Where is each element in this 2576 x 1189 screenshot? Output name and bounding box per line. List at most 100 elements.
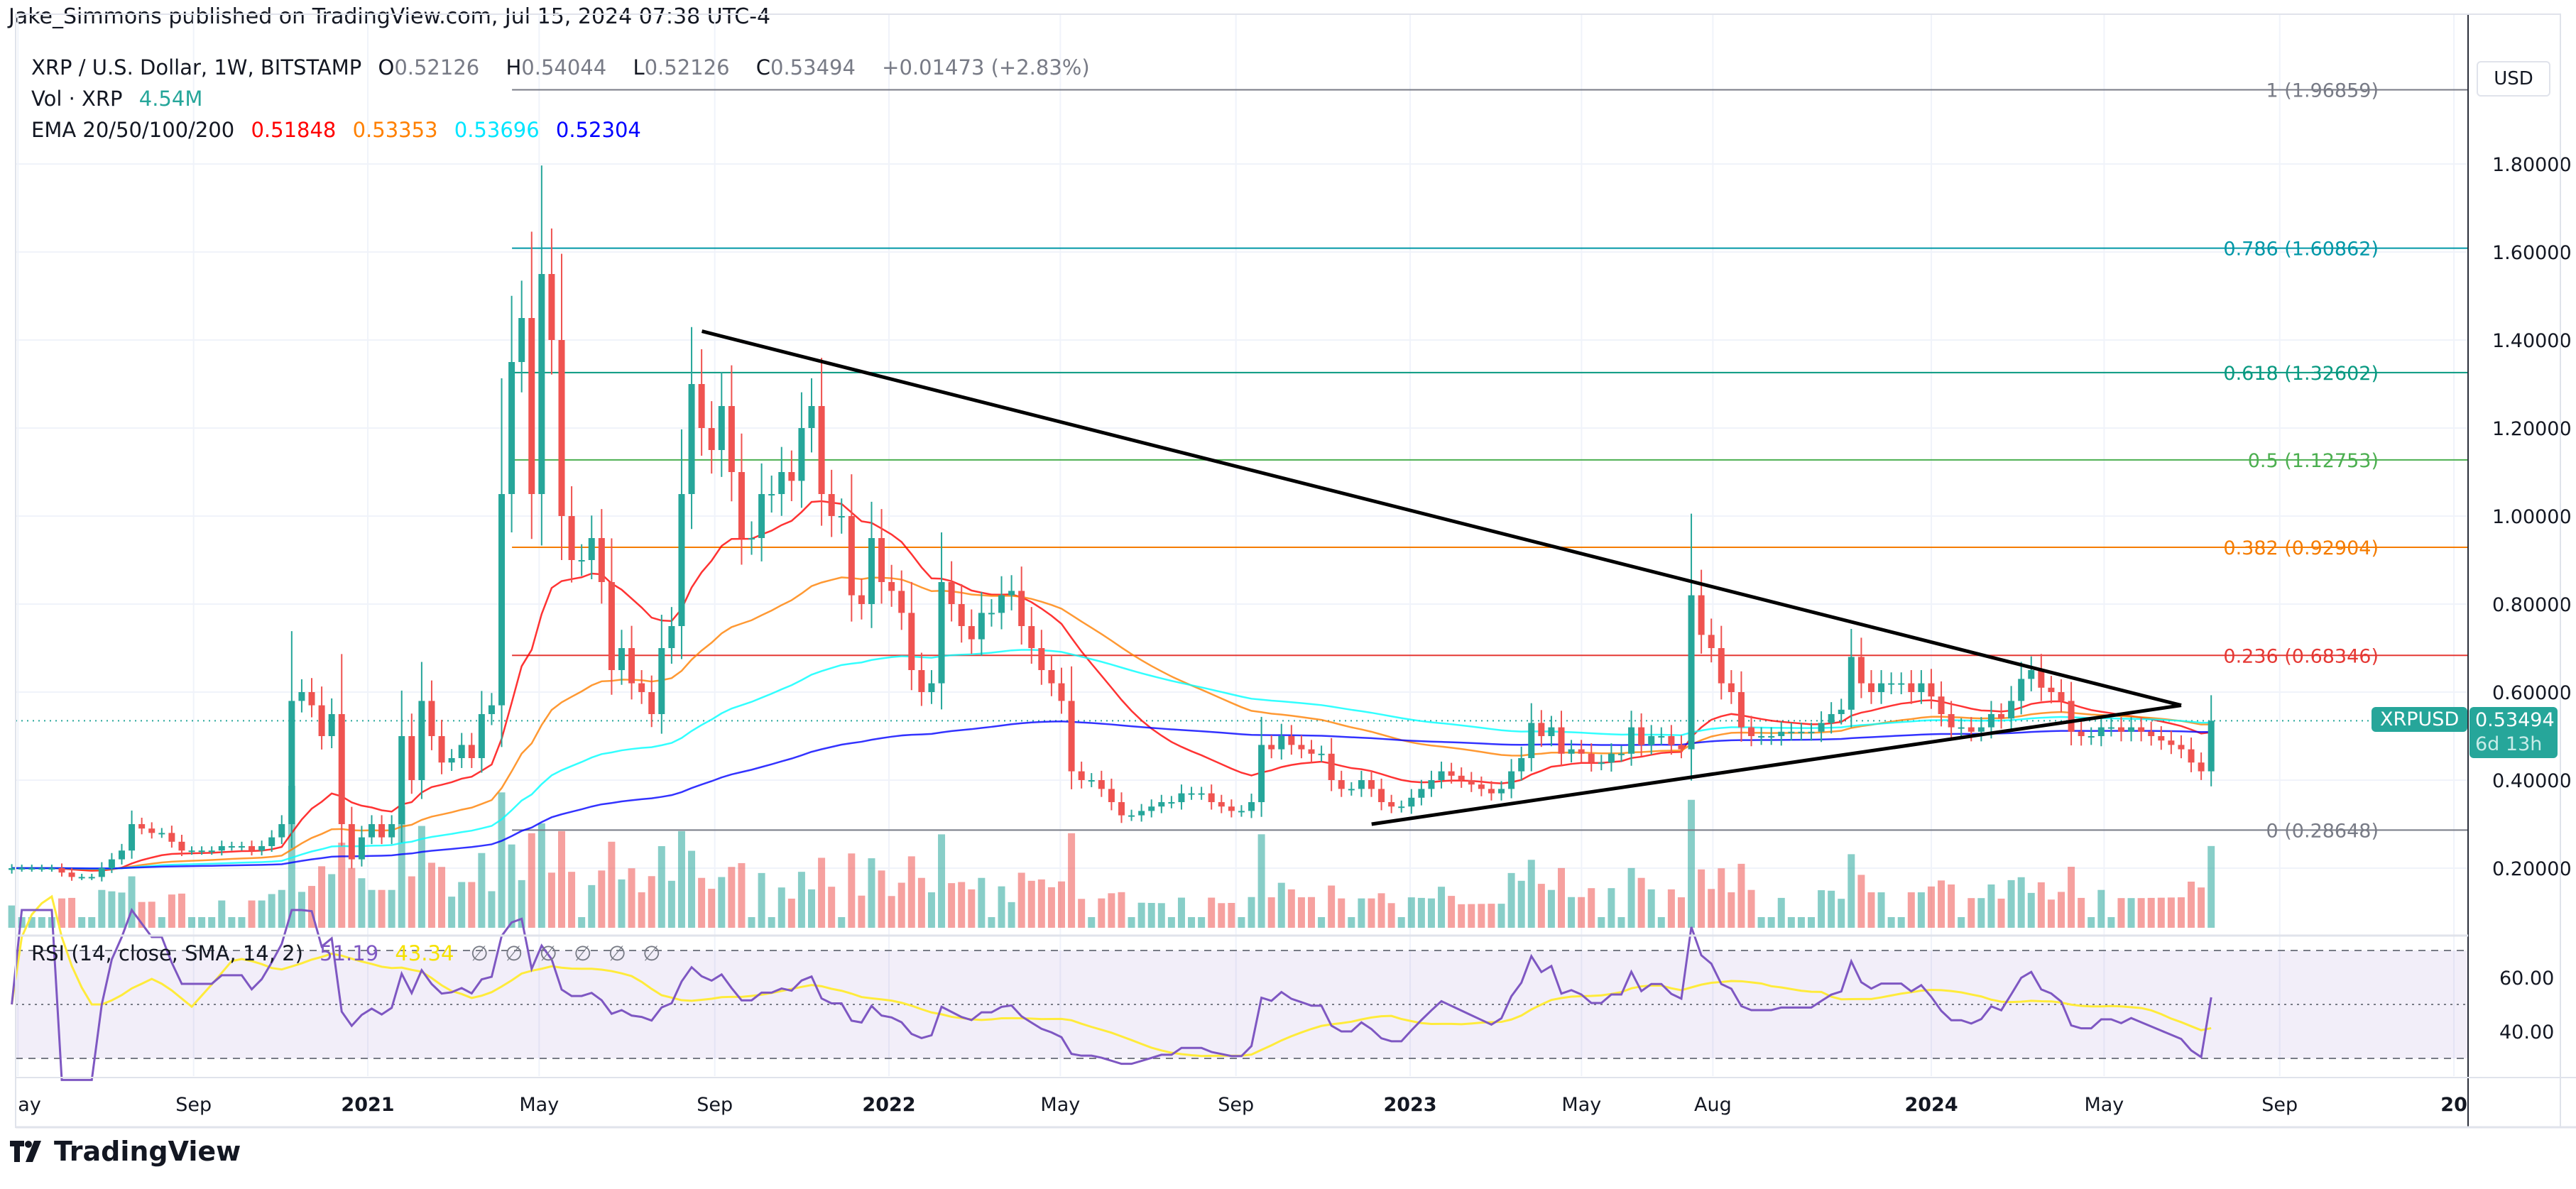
candle-body — [628, 648, 635, 684]
volume-bar — [38, 917, 45, 928]
candle-body — [778, 472, 785, 494]
time-tick-label: 2022 — [862, 1094, 915, 1116]
candle-body — [748, 538, 755, 539]
last-price: 0.53494 — [2475, 709, 2555, 731]
volume-bar — [1147, 902, 1155, 928]
volume-bar — [2047, 899, 2055, 928]
volume-bar — [28, 917, 36, 928]
volume-bar — [1887, 917, 1895, 928]
candle-body — [1308, 749, 1315, 754]
symbol-price-tag: XRPUSD — [2372, 707, 2468, 732]
volume-bar — [468, 882, 476, 928]
candle-body — [1878, 683, 1885, 692]
candle-body — [1428, 780, 1435, 789]
volume-bar — [198, 917, 206, 928]
candle-body — [129, 824, 136, 851]
time-tick-label: Sep — [1218, 1094, 1254, 1116]
candle-body — [508, 362, 515, 494]
candle-body — [1908, 683, 1915, 692]
volume-bar — [248, 900, 256, 928]
volume-bar — [808, 889, 816, 928]
candle-body — [1458, 775, 1465, 780]
candle-body — [1098, 780, 1105, 789]
volume-bar — [1128, 917, 1135, 928]
ema-lines — [11, 500, 2212, 872]
candle-body — [1018, 591, 1025, 626]
volume-bar — [1417, 897, 1425, 928]
candle-body — [478, 714, 485, 758]
candle-body — [1977, 727, 1985, 732]
volume-bar — [1167, 917, 1175, 928]
volume-bar — [2127, 898, 2135, 928]
volume-bar — [2147, 897, 2155, 928]
candle-body — [1658, 736, 1665, 738]
candle-body — [1588, 753, 1595, 763]
volume-bar — [718, 877, 726, 928]
candle-body — [368, 824, 375, 838]
volume-bar — [1767, 917, 1775, 928]
candle-body — [108, 859, 115, 868]
volume-bar — [738, 862, 746, 928]
candle-body — [1838, 709, 1845, 714]
candle-body — [418, 701, 425, 780]
candle-body — [1238, 811, 1245, 813]
volume-bar — [968, 889, 976, 928]
axes: 1.80000 1.60000 1.40000 1.20000 1.00000 0.800… — [15, 13, 2576, 1129]
volume-bar — [2087, 917, 2095, 928]
candle-body — [288, 701, 295, 824]
candle-body — [1648, 736, 1655, 745]
rsi-tick-label: 60.00 — [2499, 968, 2554, 990]
candle-body — [1968, 727, 1975, 732]
volume-value: 4.54M — [138, 87, 203, 111]
volume-bar — [1527, 860, 1535, 928]
volume-bar — [1997, 898, 2005, 928]
candle-body — [1148, 806, 1155, 811]
volume-bar — [547, 872, 555, 928]
volume-bars — [8, 786, 2215, 928]
volume-bar — [1517, 880, 1525, 928]
candle-body — [968, 626, 975, 640]
volume-bar — [838, 917, 846, 928]
volume-bar — [348, 867, 356, 928]
candle-body — [218, 846, 225, 851]
volume-bar — [1318, 917, 1326, 928]
time-tick-label: May — [1040, 1094, 1080, 1116]
candle-body — [1788, 731, 1795, 733]
volume-bar — [1308, 897, 1316, 928]
candle-body — [618, 648, 625, 670]
time-tick-label: Sep — [697, 1094, 733, 1116]
candle-body — [958, 604, 965, 626]
candle-body — [1358, 780, 1365, 789]
candle-body — [2138, 727, 2145, 732]
volume-bar — [1718, 868, 1725, 928]
candle-body — [528, 318, 535, 494]
candle-body — [1388, 802, 1395, 807]
volume-bar — [1287, 889, 1295, 928]
fib-level-label: 0.618 (1.32602) — [2223, 363, 2379, 385]
volume-bar — [1098, 898, 1106, 928]
volume-bar — [1747, 889, 1755, 928]
time-tick-label: Sep — [2261, 1094, 2298, 1116]
volume-bar — [438, 867, 446, 928]
candle-body — [68, 872, 75, 877]
price-tick-label: 1.80000 — [2492, 154, 2572, 176]
tradingview-logo[interactable]: TradingView — [10, 1136, 241, 1167]
time-tick-label: ay — [18, 1094, 41, 1116]
volume-bar — [308, 886, 316, 928]
volume-bar — [748, 917, 755, 928]
volume-bar — [1257, 834, 1265, 928]
volume-bar — [1407, 897, 1415, 928]
volume-bar — [148, 902, 155, 928]
candle-body — [798, 428, 805, 481]
volume-bar — [368, 889, 376, 928]
rsi-na-5: ∅ — [608, 941, 626, 965]
volume-bar — [1118, 892, 1125, 928]
volume-bar — [797, 872, 805, 928]
volume-bar — [1228, 902, 1235, 928]
candle-body — [928, 683, 935, 692]
volume-bar — [358, 878, 366, 928]
currency-button[interactable]: USD — [2477, 61, 2550, 97]
price-tick-label: 1.00000 — [2492, 506, 2572, 528]
candle-body — [438, 736, 445, 763]
